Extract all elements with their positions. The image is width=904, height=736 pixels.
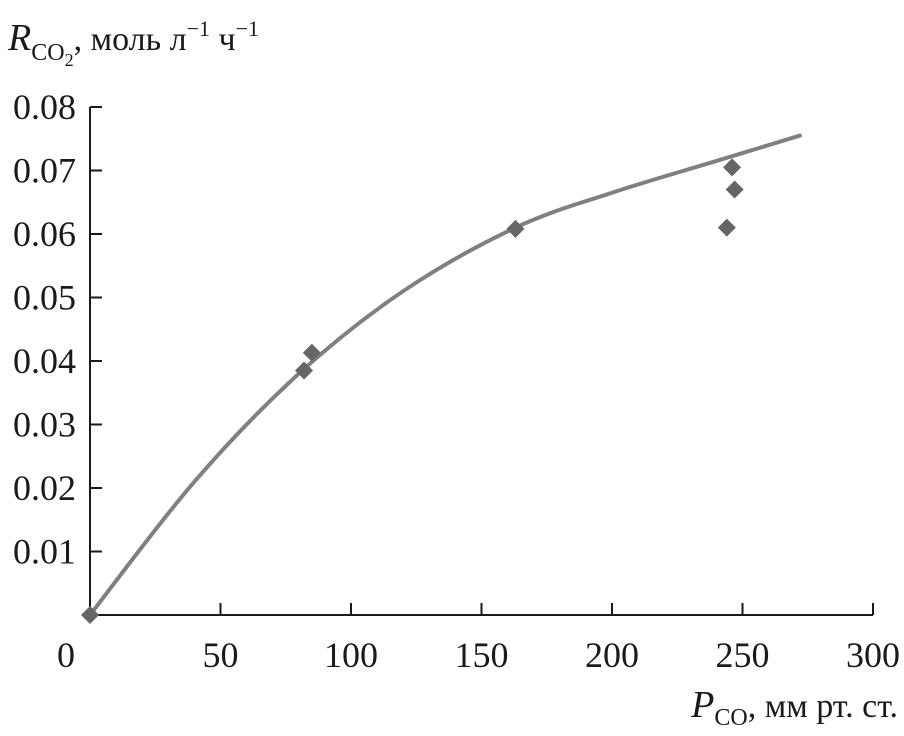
x-axis-title: PCO, мм рт. ст. xyxy=(690,684,898,731)
fitted-curve xyxy=(88,133,802,617)
data-point-diamond xyxy=(506,219,525,238)
y-axis-exp-1: −1 xyxy=(187,16,210,41)
data-point-diamond xyxy=(295,361,314,380)
y-tick-label: 0.06 xyxy=(13,214,76,254)
x-axis-subscript: CO xyxy=(714,705,747,731)
marker-layer xyxy=(81,158,744,624)
y-axis-exp-2: −1 xyxy=(236,16,259,41)
x-tick-label: 250 xyxy=(716,635,770,675)
data-point-diamond xyxy=(302,343,321,362)
x-tick-label: 100 xyxy=(324,635,378,675)
fitted-curve-layer xyxy=(88,133,802,617)
x-axis-units: , мм рт. ст. xyxy=(748,688,898,725)
x-tick-label: 300 xyxy=(846,635,900,675)
y-axis-units-a: , моль л xyxy=(74,21,187,58)
data-point-diamond xyxy=(723,158,742,177)
y-tick-label: 0.07 xyxy=(13,151,76,191)
x-tick-label: 150 xyxy=(455,635,509,675)
x-tick-label: 200 xyxy=(585,635,639,675)
y-axis-subscript-2: 2 xyxy=(65,50,74,70)
y-tick-label: 0.01 xyxy=(13,532,76,572)
data-point-diamond xyxy=(81,606,99,624)
y-axis-subscript: CO xyxy=(31,40,64,66)
tick-labels: 0 50 100 150 200 250 300 0.01 0.02 0.03 0.04 0.05 0.… xyxy=(13,87,900,675)
y-axis-symbol: R xyxy=(7,17,31,59)
y-tick-label: 0.08 xyxy=(13,87,76,127)
y-tick-label: 0.03 xyxy=(13,405,76,445)
data-point-diamond xyxy=(725,180,744,199)
y-tick-label: 0.05 xyxy=(13,278,76,318)
x-tick-label: 0 xyxy=(57,635,75,675)
data-point-diamond xyxy=(717,218,736,237)
y-tick-label: 0.04 xyxy=(13,341,76,381)
x-tick-label: 50 xyxy=(203,635,239,675)
y-axis-units-b: ч xyxy=(210,21,236,58)
y-tick-label: 0.02 xyxy=(13,468,76,508)
x-axis-symbol: P xyxy=(690,684,714,726)
axes xyxy=(89,106,874,616)
y-axis-title: RCO2, моль л−1 ч−1 xyxy=(7,16,259,70)
